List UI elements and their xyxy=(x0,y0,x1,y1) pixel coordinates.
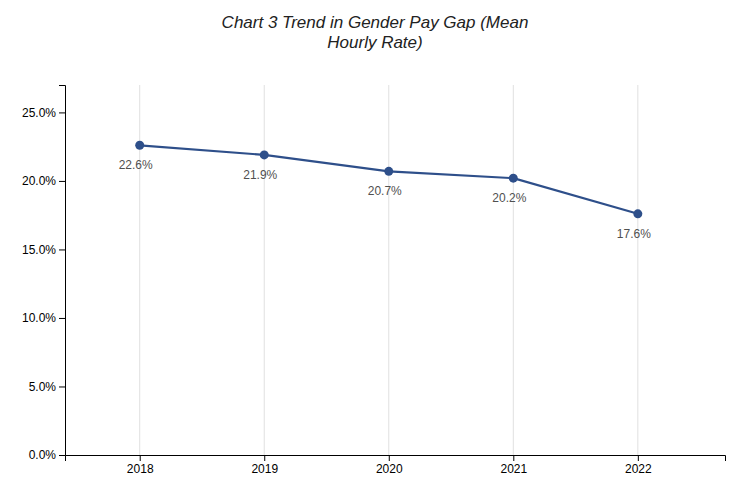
tick: 2022 xyxy=(625,455,652,476)
point xyxy=(633,209,642,218)
tick: 5.0% xyxy=(29,380,65,394)
x-axis: 2018 2019 2020 2021 2022 xyxy=(66,455,726,476)
axis-line xyxy=(59,86,66,456)
tick-label: 25.0% xyxy=(22,106,56,120)
tick-mark xyxy=(638,455,639,461)
tick-mark xyxy=(59,249,65,250)
y-axis: 0.0% 5.0% 10.0% 15.0% 20.0% 25.0% xyxy=(22,86,66,463)
grid-line xyxy=(264,85,265,455)
tick-label: 2018 xyxy=(127,462,154,476)
tick-mark xyxy=(140,455,141,461)
title-line: Chart 3 Trend in Gender Pay Gap (Mean xyxy=(222,13,529,32)
data-label: 22.6% xyxy=(119,158,153,172)
grid-line xyxy=(388,85,389,455)
tick-label: 10.0% xyxy=(22,311,56,325)
tick-label: 0.0% xyxy=(29,448,57,462)
title: Chart 3 Trend in Gender Pay Gap (MeanHou… xyxy=(222,13,529,52)
grid xyxy=(140,85,638,455)
tick-label: 2021 xyxy=(500,462,527,476)
tick-mark xyxy=(59,455,65,456)
tick-label: 20.0% xyxy=(22,174,56,188)
tick: 15.0% xyxy=(22,243,65,257)
tick: 10.0% xyxy=(22,311,65,325)
tick-mark xyxy=(59,112,65,113)
axis-line xyxy=(66,456,726,462)
tick: 0.0% xyxy=(29,448,65,462)
point xyxy=(135,141,144,150)
point xyxy=(384,167,393,176)
grid-line xyxy=(637,85,638,455)
point xyxy=(509,174,518,183)
tick-mark xyxy=(59,318,65,319)
tick: 2019 xyxy=(251,455,278,476)
tick-label: 2020 xyxy=(376,462,403,476)
data-label: 17.6% xyxy=(617,227,651,241)
tick: 25.0% xyxy=(22,106,65,120)
data-label: 20.2% xyxy=(492,191,526,205)
grid-line xyxy=(513,85,514,455)
tick: 2018 xyxy=(127,455,154,476)
tick: 2020 xyxy=(376,455,403,476)
tick-label: 5.0% xyxy=(29,380,57,394)
plot xyxy=(135,141,642,219)
tick-label: 2022 xyxy=(625,462,652,476)
title-line: Hourly Rate) xyxy=(327,33,422,52)
tick-label: 15.0% xyxy=(22,243,56,257)
line xyxy=(140,145,638,214)
tick-mark xyxy=(59,181,65,182)
tick: 20.0% xyxy=(22,174,65,188)
chart: Chart 3 Trend in Gender Pay Gap (MeanHou… xyxy=(0,0,750,500)
data-label: 21.9% xyxy=(243,168,277,182)
data-labels: 22.6% 21.9% 20.7% 20.2% 17.6% xyxy=(119,158,651,241)
grid-line xyxy=(139,85,140,455)
tick-label: 2019 xyxy=(251,462,278,476)
tick-mark xyxy=(264,455,265,461)
tick-mark xyxy=(389,455,390,461)
tick-mark xyxy=(513,455,514,461)
tick-mark xyxy=(59,386,65,387)
point xyxy=(260,150,269,159)
data-label: 20.7% xyxy=(368,184,402,198)
tick: 2021 xyxy=(500,455,527,476)
